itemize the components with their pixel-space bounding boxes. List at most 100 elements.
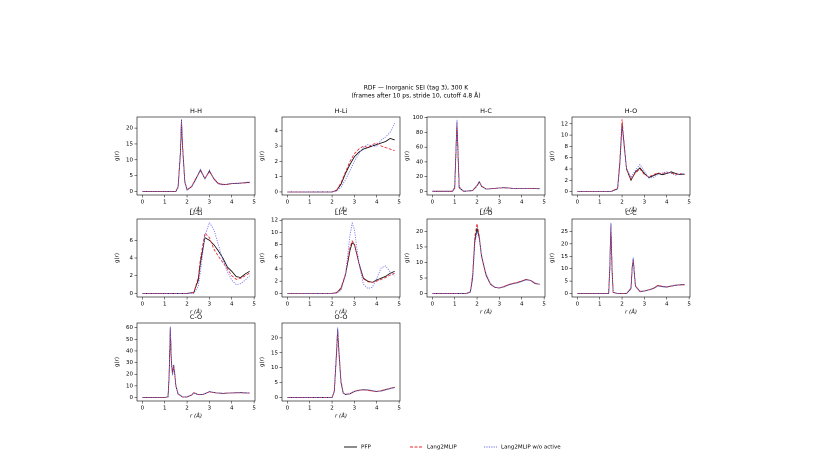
y-tick-label: 0 [565,291,569,297]
x-tick-label: 0 [431,200,435,206]
series-line [287,331,395,398]
x-tick-label: 1 [308,200,312,206]
series-line [142,120,250,192]
legend-label: PFP [361,445,371,451]
subplot-title: H-Li [335,107,348,115]
y-tick-label: 5 [420,276,424,282]
x-tick-label: 5 [542,200,546,206]
x-axis-label: r (Å) [190,413,202,420]
x-tick-label: 0 [141,200,145,206]
y-tick-label: 4 [275,266,279,272]
y-tick-label: 0 [275,291,279,297]
x-axis-label: r (Å) [480,309,492,316]
x-tick-label: 1 [453,200,457,206]
y-axis-label: g(r) [260,357,266,367]
y-tick-label: 40 [416,159,423,165]
legend-label: Lang2MLIP [427,445,457,451]
x-tick-label: 4 [375,406,379,412]
y-tick-label: 2 [275,159,279,165]
axes-frame [571,116,691,196]
x-tick-label: 0 [576,302,580,308]
series-line [287,328,395,398]
x-axis-label: r (Å) [335,309,347,316]
y-tick-label: 10 [126,157,133,163]
y-tick-label: 10 [561,266,568,272]
y-tick-label: 0 [565,189,569,195]
subplot-title: C-C [625,209,637,217]
y-axis-label: g(r) [115,357,121,367]
x-axis-label: r (Å) [335,413,347,420]
y-tick-label: 60 [126,325,133,331]
y-tick-label: 6 [130,238,134,244]
x-tick-label: 4 [375,200,379,206]
x-tick-label: 1 [308,406,312,412]
y-tick-label: 12 [561,121,568,127]
y-tick-label: 8 [275,242,279,248]
x-tick-label: 3 [208,302,212,308]
y-tick-label: 2 [275,279,279,285]
axes-frame [281,218,401,298]
axes-frame [426,218,546,298]
series-line [287,327,395,398]
x-tick-label: 2 [330,200,334,206]
y-tick-label: 0 [130,395,134,401]
y-tick-label: 20 [126,372,133,378]
y-tick-label: 5 [275,380,279,386]
x-tick-label: 0 [431,302,435,308]
series-line [142,221,250,294]
series-line [577,222,685,294]
x-tick-label: 0 [141,406,145,412]
x-tick-label: 4 [230,406,234,412]
series-line [432,121,540,192]
series-line [287,240,395,294]
x-tick-label: 5 [397,406,401,412]
series-line [287,137,395,193]
axes-frame [571,218,691,298]
x-tick-label: 3 [643,200,647,206]
y-tick-label: 10 [416,260,423,266]
y-axis-label: g(r) [115,151,121,161]
y-tick-label: 10 [271,230,278,236]
x-tick-label: 2 [185,200,189,206]
series-line [287,122,395,193]
x-axis-label: r (Å) [480,207,492,214]
x-tick-label: 4 [375,302,379,308]
series-line [142,121,250,192]
y-tick-label: 25 [561,229,568,235]
x-tick-label: 2 [185,406,189,412]
y-tick-label: 4 [275,128,279,134]
y-tick-label: 20 [561,241,568,247]
y-axis-label: g(r) [405,253,411,263]
series-line [142,232,250,294]
y-tick-label: 60 [416,145,423,151]
series-line [577,123,685,193]
y-tick-label: 6 [565,155,569,161]
series-line [287,242,395,294]
figure-title: RDF — Inorganic SEI (tag 3), 300 K [364,85,470,92]
y-tick-label: 15 [126,141,133,147]
y-axis-label: g(r) [260,151,266,161]
subplot-title: Li-Li [189,209,202,217]
subplot-title: H-O [625,107,638,115]
y-tick-label: 0 [130,189,134,195]
y-tick-label: 50 [126,337,133,343]
x-tick-label: 1 [308,302,312,308]
x-tick-label: 4 [520,302,524,308]
y-tick-label: 0 [130,291,134,297]
x-axis-label: r (Å) [335,207,347,214]
y-tick-label: 15 [271,350,278,356]
x-tick-label: 4 [520,200,524,206]
y-tick-label: 20 [271,335,278,341]
y-tick-label: 6 [275,254,279,260]
subplot-title: H-C [480,107,492,115]
series-line [142,329,250,398]
x-tick-label: 3 [353,406,357,412]
x-tick-label: 4 [665,200,669,206]
x-tick-label: 1 [163,406,167,412]
x-tick-label: 3 [498,302,502,308]
y-tick-label: 5 [130,173,134,179]
series-line [287,142,395,193]
y-tick-label: 3 [275,144,279,150]
x-tick-label: 5 [397,200,401,206]
